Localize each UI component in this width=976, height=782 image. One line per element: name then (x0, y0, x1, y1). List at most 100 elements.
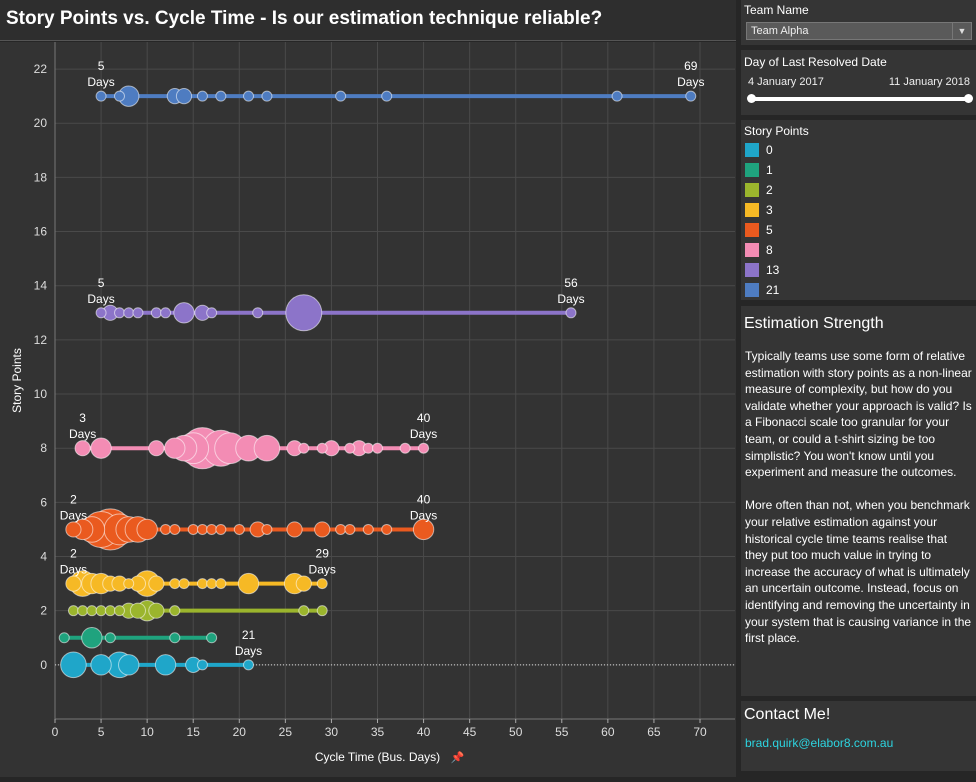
legend-item-13[interactable]: 13 (745, 262, 779, 278)
legend-swatch (745, 283, 759, 297)
y-tick-label: 0 (40, 658, 47, 672)
legend-label: 21 (766, 283, 780, 297)
max-label-13: Days (557, 292, 584, 306)
legend-swatch (745, 183, 759, 197)
legend-item-21[interactable]: 21 (745, 282, 779, 298)
data-point-2 (104, 605, 116, 617)
x-tick-label: 20 (233, 725, 247, 739)
y-tick-label: 20 (34, 116, 48, 130)
x-tick-label: 15 (187, 725, 201, 739)
min-label-5: 2 (70, 492, 77, 506)
data-point-3 (65, 575, 82, 592)
x-tick-label: 65 (647, 725, 661, 739)
data-point-8 (399, 442, 411, 454)
contact-email-link[interactable]: brad.quirk@elabor8.com.au (745, 736, 894, 750)
data-point-5 (344, 523, 356, 535)
data-point-8 (90, 437, 112, 459)
min-label-8: Days (69, 427, 96, 441)
x-tick-label: 55 (555, 725, 569, 739)
data-point-13 (160, 307, 172, 319)
y-tick-label: 14 (34, 279, 48, 293)
data-point-5 (65, 521, 82, 538)
x-tick-label: 40 (417, 725, 431, 739)
data-point-21 (381, 90, 393, 102)
data-point-5 (261, 523, 273, 535)
max-label-3: Days (309, 563, 336, 577)
max-label-13: 56 (564, 276, 578, 290)
data-point-1 (169, 632, 181, 644)
data-point-21 (611, 90, 623, 102)
data-point-21 (196, 90, 208, 102)
data-point-8 (418, 442, 430, 454)
min-label-8: 3 (79, 411, 86, 425)
title-bar: Story Points vs. Cycle Time - Is our est… (0, 0, 736, 41)
contact-panel: Contact Me! brad.quirk@elabor8.com.au (741, 701, 976, 771)
x-axis-title: Cycle Time (Bus. Days) (315, 750, 440, 764)
x-tick-label: 50 (509, 725, 523, 739)
x-tick-label: 0 (52, 725, 59, 739)
data-point-13 (173, 302, 195, 324)
data-point-13 (132, 307, 144, 319)
data-point-2 (169, 605, 181, 617)
date-slider-end-handle[interactable] (964, 94, 973, 103)
min-label-21: Days (87, 75, 114, 89)
team-name-value: Team Alpha (751, 25, 809, 37)
team-name-filter: Team Name Team Alpha ▼ (741, 0, 976, 45)
data-point-3 (178, 578, 190, 590)
data-point-21 (243, 90, 254, 102)
date-end: 11 January 2018 (888, 76, 970, 88)
legend-item-5[interactable]: 5 (745, 222, 773, 238)
page-title: Story Points vs. Cycle Time - Is our est… (6, 8, 603, 29)
data-point-13 (252, 307, 264, 319)
max-label-8: Days (410, 427, 437, 441)
estimation-title: Estimation Strength (744, 315, 884, 332)
min-label-3: Days (60, 563, 87, 577)
legend-item-2[interactable]: 2 (745, 182, 773, 198)
scatter-chart[interactable]: 0 5 10 15 20 25 30 35 40 45 50 55 60 65 70024681012141… (0, 42, 736, 777)
data-point-13 (123, 307, 135, 319)
estimation-text: Typically teams use some form of relativ… (745, 348, 973, 663)
date-slider-start-handle[interactable] (747, 94, 756, 103)
data-point-5 (196, 523, 208, 535)
y-tick-label: 12 (34, 333, 48, 347)
data-point-5 (233, 523, 245, 535)
date-filter: Day of Last Resolved Date 4 January 2017… (741, 50, 976, 115)
data-point-2 (67, 605, 79, 617)
min-label-13: Days (87, 292, 114, 306)
data-point-5 (187, 523, 199, 535)
min-label-13: 5 (98, 276, 105, 290)
max-label-0: 21 (242, 628, 256, 642)
contact-title: Contact Me! (744, 706, 831, 723)
data-point-8 (372, 442, 383, 454)
data-point-8 (253, 434, 281, 462)
estimation-paragraph-2: More often than not, when you benchmark … (745, 498, 972, 646)
data-point-13 (206, 307, 218, 319)
team-name-dropdown[interactable]: Team Alpha ▼ (746, 22, 972, 40)
legend-item-3[interactable]: 3 (745, 202, 773, 218)
max-label-5: Days (410, 508, 437, 522)
data-point-8 (164, 437, 186, 459)
legend-item-0[interactable]: 0 (745, 142, 773, 158)
data-point-3 (237, 572, 260, 595)
legend-swatch (745, 143, 759, 157)
legend-item-8[interactable]: 8 (745, 242, 773, 258)
data-point-5 (169, 523, 181, 535)
y-tick-label: 6 (40, 495, 47, 509)
data-point-0 (90, 654, 112, 676)
min-label-3: 2 (70, 547, 77, 561)
data-point-21 (261, 90, 273, 102)
y-tick-label: 10 (34, 387, 48, 401)
data-point-5 (335, 523, 347, 535)
x-tick-label: 70 (693, 725, 707, 739)
data-point-3 (316, 578, 328, 590)
legend-item-1[interactable]: 1 (745, 162, 773, 178)
chevron-down-icon[interactable]: ▼ (952, 23, 971, 39)
data-point-2 (114, 605, 125, 617)
data-point-21 (335, 90, 347, 102)
data-point-2 (298, 605, 310, 617)
legend-label: 1 (766, 163, 773, 177)
data-point-1 (206, 632, 218, 644)
x-tick-label: 35 (371, 725, 385, 739)
data-point-2 (316, 605, 328, 617)
date-slider-track[interactable] (750, 97, 968, 101)
